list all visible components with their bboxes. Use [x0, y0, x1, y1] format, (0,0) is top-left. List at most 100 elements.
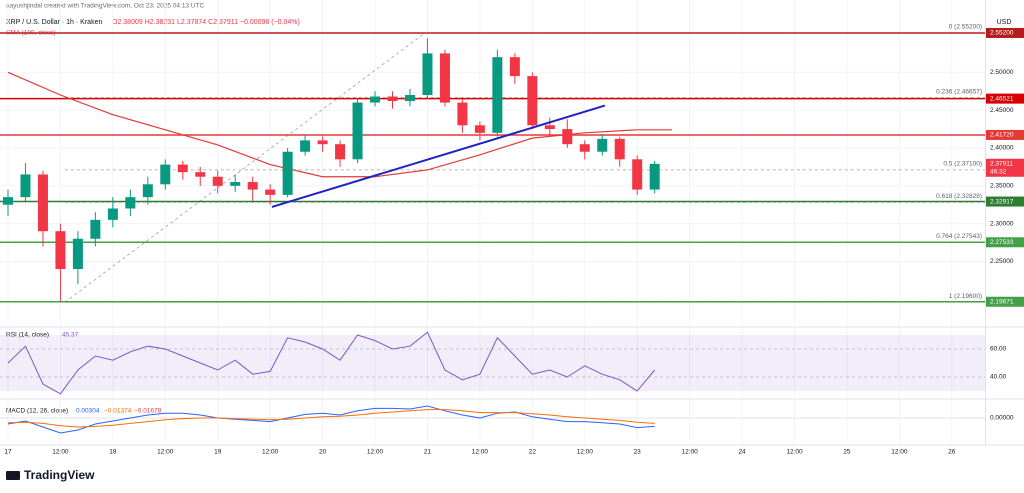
y-tick-label: 2.45000	[990, 107, 1014, 114]
candle-body	[55, 231, 66, 270]
rsi-tick-label: 60.00	[990, 346, 1007, 353]
y-tick-label: 2.30000	[990, 220, 1014, 227]
x-tick-label: 24	[738, 449, 746, 456]
fib-label: 0 (2.55200)	[949, 24, 982, 31]
rsi-value: 45.37	[62, 332, 79, 339]
candle-body	[300, 140, 311, 152]
candle-body	[544, 125, 555, 130]
candle-body	[474, 125, 485, 133]
fib-label: 0.764 (2.27543)	[936, 233, 982, 240]
price-tag	[986, 196, 1024, 207]
ohlc-readout: O2.38009 H2.38231 L2.37874 C2.37911 −0.0…	[112, 19, 300, 26]
fib-label: 0.618 (2.32828)	[936, 193, 982, 200]
candle-body	[387, 96, 398, 102]
candle-body	[614, 138, 625, 160]
candle-body	[457, 102, 468, 126]
candle-body	[107, 208, 118, 220]
price-tag-label: 2.46521	[990, 95, 1014, 102]
logo[interactable]: TradingView	[6, 468, 95, 482]
rsi-legend: RSI (14, close)	[6, 332, 49, 339]
candle-body	[597, 138, 608, 152]
x-tick-label: 12:00	[157, 449, 174, 456]
x-tick-label: 20	[319, 449, 327, 456]
price-tag-label: 2.19671	[990, 298, 1014, 305]
candle-body	[37, 174, 48, 232]
sma-line	[7, 71, 673, 178]
x-tick-label: 23	[634, 449, 642, 456]
candle-body	[370, 96, 381, 103]
y-tick-label: 2.35000	[990, 183, 1014, 190]
candle-body	[195, 172, 206, 177]
x-tick-label: 22	[529, 449, 537, 456]
macd-legend: MACD (12, 26, close)	[6, 408, 68, 415]
rsi-line	[7, 331, 656, 395]
macd-reading: −0.01374	[104, 408, 132, 415]
currency: USD	[997, 19, 1012, 26]
candle-body	[160, 164, 171, 185]
macd-tick-label: 0.00000	[990, 415, 1014, 422]
price-tag-label: 2.41720	[990, 132, 1014, 139]
price-tag-label: 2.27533	[990, 239, 1014, 246]
x-tick-label: 12:00	[262, 449, 279, 456]
candle-body	[492, 57, 503, 133]
price-tag-label: 2.32917	[990, 198, 1014, 205]
x-tick-label: 12:00	[52, 449, 69, 456]
candle-body	[142, 184, 153, 198]
candle-body	[2, 197, 13, 205]
candle-body	[317, 140, 328, 145]
candle-body	[509, 57, 520, 77]
candle-body	[20, 174, 31, 198]
price-tag	[986, 129, 1024, 140]
rsi-tick-label: 40.00	[990, 374, 1007, 381]
watermark: aayushjindal created with TradingView.co…	[6, 3, 205, 10]
x-tick-label: 26	[948, 449, 956, 456]
chart-title: XRP / U.S. Dollar · 1h · Kraken	[6, 19, 102, 26]
candle-body	[579, 144, 590, 152]
macd-reading: −0.01678	[134, 408, 162, 415]
x-tick-label: 12:00	[367, 449, 384, 456]
macd-line	[7, 409, 655, 428]
trendline	[271, 104, 606, 208]
fib-label: 1 (2.19600)	[949, 293, 982, 300]
macd-reading: 0.00304	[76, 408, 100, 415]
candle-body	[125, 197, 136, 209]
countdown: 46:32	[990, 168, 1007, 175]
rsi-band	[0, 335, 985, 391]
x-tick-label: 12:00	[472, 449, 489, 456]
fib-label: 0.236 (2.46657)	[936, 88, 982, 95]
candle-body	[632, 159, 643, 190]
fib-anchor	[64, 32, 426, 303]
candle-body	[335, 144, 346, 160]
x-tick-label: 12:00	[577, 449, 594, 456]
x-tick-label: 12:00	[891, 449, 908, 456]
y-tick-label: 2.40000	[990, 145, 1014, 152]
price-tag-label: 2.55200	[990, 30, 1014, 37]
macd-line	[7, 405, 655, 434]
price-tag	[986, 158, 1024, 177]
candle-body	[177, 164, 188, 173]
candle-body	[247, 182, 258, 190]
candle-body	[422, 53, 433, 96]
price-tag	[986, 237, 1024, 248]
fib-label: 0.5 (2.37100)	[943, 161, 982, 168]
logo-text: TradingView	[24, 468, 95, 482]
candle-body	[439, 53, 450, 103]
candle-body	[527, 76, 538, 126]
x-tick-label: 17	[4, 449, 12, 456]
x-tick-label: 25	[843, 449, 851, 456]
candle-body	[90, 219, 101, 239]
candle-body	[282, 151, 293, 195]
candle-body	[212, 176, 223, 186]
price-tag	[986, 27, 1024, 38]
candle-body	[72, 238, 83, 270]
x-tick-label: 12:00	[681, 449, 698, 456]
price-tag-label: 2.37911	[990, 160, 1013, 167]
candle-body	[265, 189, 276, 195]
candle-body	[230, 182, 241, 186]
x-tick-label: 21	[424, 449, 432, 456]
y-tick-label: 2.25000	[990, 258, 1014, 265]
x-tick-label: 12:00	[786, 449, 803, 456]
price-tag	[986, 296, 1024, 307]
x-tick-label: 18	[109, 449, 117, 456]
